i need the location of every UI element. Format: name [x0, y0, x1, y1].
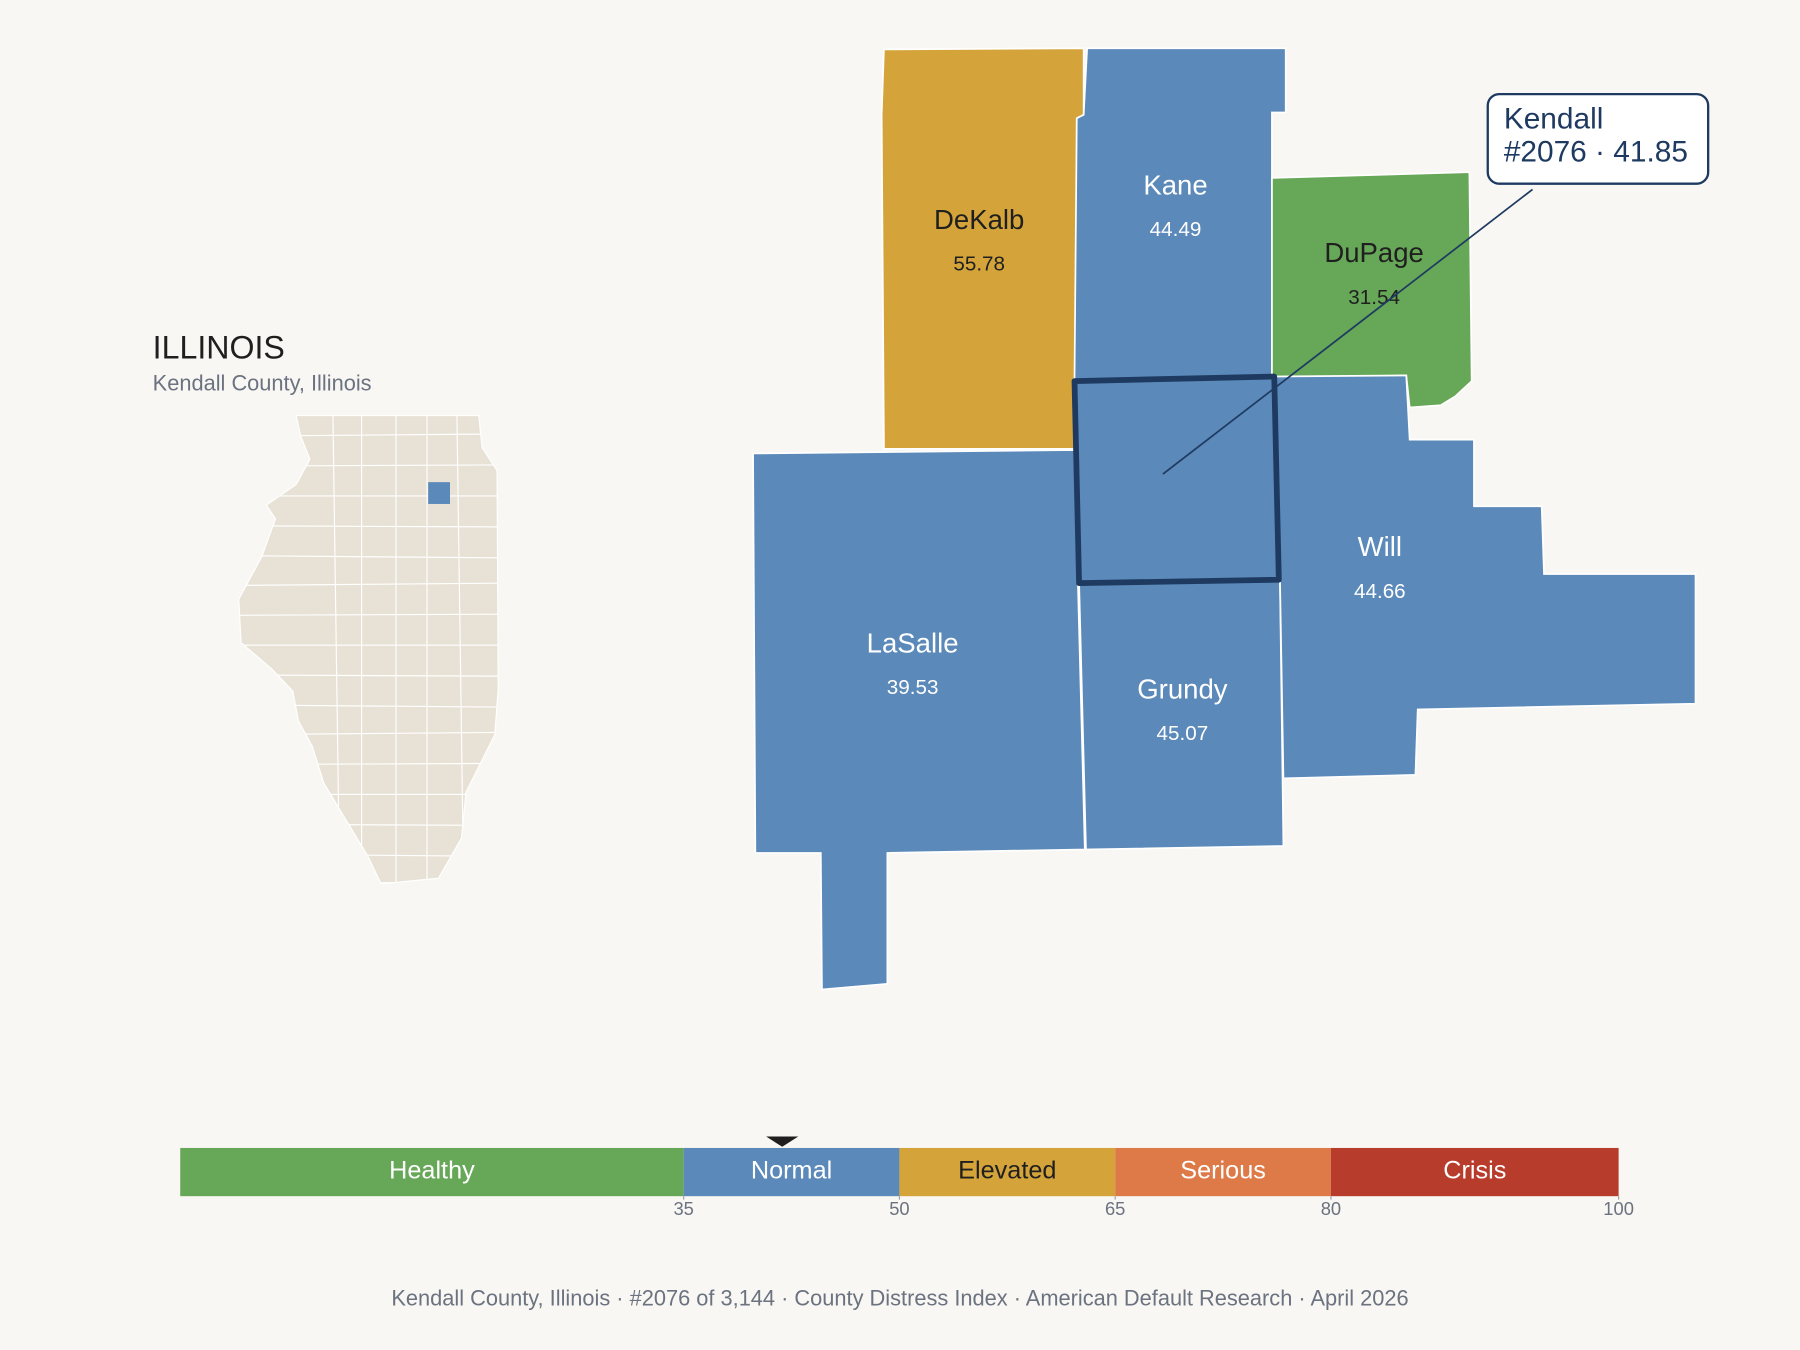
band-label: Crisis [1443, 1157, 1506, 1185]
county [1073, 47, 1287, 382]
county-border [238, 555, 499, 559]
scale-band [899, 1147, 1116, 1197]
county-value: 55.78 [953, 253, 1005, 276]
county-border [238, 613, 499, 616]
county-value: 31.54 [1348, 286, 1400, 309]
scale-tick-label: 100 [1603, 1198, 1634, 1219]
state-title: ILLINOIS [153, 330, 285, 366]
callout-leader [1162, 188, 1534, 475]
scale-band [1330, 1147, 1619, 1197]
state-outline [238, 414, 499, 885]
scale-tick-label: 50 [889, 1198, 909, 1219]
county-name: Will [1358, 531, 1402, 562]
scale-bar: Healthy Normal Elevated Serious Crisis 35 50 65… [180, 1136, 1634, 1219]
callout-name: Kendall [1504, 102, 1604, 135]
band-label: Normal [751, 1157, 832, 1185]
county [1078, 578, 1285, 851]
county-value: 44.49 [1150, 218, 1202, 241]
county [1273, 374, 1697, 780]
footer: Kendall County, Illinois · #2076 of 3,14… [391, 1285, 1408, 1310]
county-name: Kane [1143, 169, 1207, 200]
county-name: DeKalb [934, 204, 1024, 235]
band-label: Serious [1180, 1157, 1266, 1185]
county-value: 39.53 [887, 676, 939, 699]
county-border [238, 582, 499, 587]
county-map: DeKalb 55.78 Kane 44.49 DuPage 31.54 LaSalle 39… [752, 47, 1697, 991]
selected-county-inset [428, 482, 450, 504]
band-label: Elevated [958, 1157, 1056, 1185]
callout: Kendall #2076 · 41.85 [1162, 92, 1710, 475]
scale-band [683, 1147, 900, 1197]
scale-tick-label: 35 [673, 1198, 693, 1219]
scale-tick-label: 65 [1105, 1198, 1125, 1219]
scale-band [1115, 1147, 1331, 1197]
county-border [456, 415, 465, 884]
county-border [238, 525, 499, 528]
callout-detail: #2076 · 41.85 [1504, 136, 1688, 169]
county-name: Grundy [1137, 673, 1228, 704]
state-subtitle: Kendall County, Illinois [153, 370, 372, 395]
selected-county [1071, 373, 1282, 587]
scale-band [180, 1147, 684, 1197]
county-value: 44.66 [1354, 580, 1406, 603]
county [880, 47, 1085, 450]
county-name: LaSalle [867, 627, 959, 658]
county-value: 45.07 [1157, 722, 1209, 745]
callout-box [1486, 92, 1710, 185]
band-label: Healthy [389, 1157, 475, 1185]
scale-pointer [766, 1136, 799, 1147]
scale-tick-label: 80 [1321, 1198, 1341, 1219]
county-name: DuPage [1324, 237, 1424, 268]
